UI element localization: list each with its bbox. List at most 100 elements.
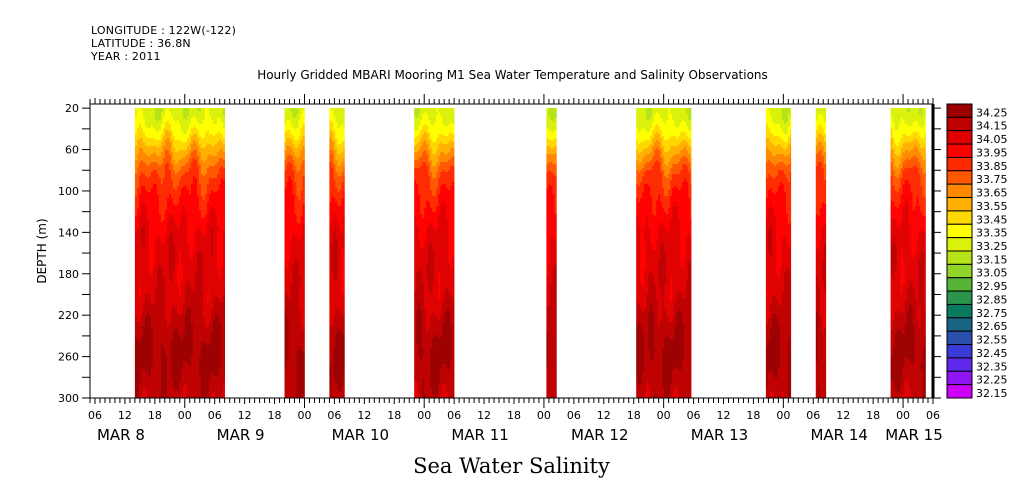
salinity-cell: [200, 276, 204, 279]
salinity-cell: [158, 270, 162, 273]
salinity-cell: [154, 186, 158, 189]
salinity-cell: [134, 192, 138, 195]
salinity-cell: [150, 380, 154, 383]
salinity-cell: [170, 380, 174, 383]
salinity-cell: [140, 218, 144, 221]
salinity-cell: [162, 396, 166, 399]
salinity-cell: [134, 386, 138, 389]
salinity-cell: [142, 316, 146, 319]
salinity-cell: [180, 286, 184, 289]
salinity-cell: [162, 162, 166, 165]
salinity-cell: [182, 276, 186, 279]
salinity-cell: [184, 312, 188, 315]
salinity-cell: [160, 330, 164, 333]
salinity-cell: [184, 250, 188, 253]
salinity-cell: [176, 168, 180, 171]
salinity-cell: [156, 144, 160, 147]
salinity-cell: [150, 114, 154, 117]
salinity-cell: [198, 322, 202, 325]
salinity-cell: [162, 178, 166, 181]
salinity-cell: [166, 294, 170, 297]
salinity-cell: [158, 290, 162, 293]
salinity-cell: [152, 278, 156, 281]
salinity-cell: [150, 362, 154, 365]
salinity-cell: [180, 278, 184, 281]
salinity-cell: [166, 250, 170, 253]
salinity-cell: [192, 242, 196, 245]
salinity-cell: [196, 224, 200, 227]
salinity-cell: [136, 354, 140, 357]
salinity-cell: [202, 130, 206, 133]
salinity-cell: [142, 286, 146, 289]
salinity-cell: [146, 372, 150, 375]
salinity-cell: [162, 218, 166, 221]
observation-block: [134, 108, 225, 399]
salinity-cell: [146, 336, 150, 339]
salinity-cell: [182, 342, 186, 345]
salinity-cell: [170, 278, 174, 281]
salinity-cell: [162, 132, 166, 135]
salinity-cell: [178, 194, 182, 197]
salinity-cell: [192, 284, 196, 287]
salinity-cell: [140, 346, 144, 349]
salinity-cell: [158, 110, 162, 113]
salinity-cell: [202, 152, 206, 155]
salinity-cell: [192, 206, 196, 209]
salinity-cell: [140, 170, 144, 173]
salinity-cell: [176, 286, 180, 289]
salinity-cell: [144, 254, 148, 257]
salinity-cell: [180, 174, 184, 177]
salinity-cell: [174, 236, 178, 239]
salinity-cell: [172, 108, 176, 111]
salinity-cell: [174, 240, 178, 243]
salinity-cell: [158, 192, 162, 195]
salinity-cell: [188, 136, 192, 139]
salinity-cell: [196, 366, 200, 369]
salinity-cell: [150, 176, 154, 179]
salinity-cell: [146, 190, 150, 193]
salinity-cell: [162, 234, 166, 237]
salinity-cell: [138, 364, 142, 367]
salinity-cell: [182, 314, 186, 317]
salinity-cell: [196, 338, 200, 341]
salinity-cell: [146, 240, 150, 243]
salinity-cell: [170, 238, 174, 241]
salinity-cell: [190, 284, 194, 287]
salinity-cell: [166, 348, 170, 351]
salinity-cell: [146, 340, 150, 343]
salinity-cell: [152, 268, 156, 271]
salinity-cell: [164, 138, 168, 141]
salinity-cell: [172, 120, 176, 123]
salinity-cell: [170, 370, 174, 373]
salinity-cell: [154, 168, 158, 171]
salinity-cell: [140, 142, 144, 145]
salinity-cell: [152, 390, 156, 393]
salinity-cell: [180, 394, 184, 397]
salinity-cell: [150, 210, 154, 213]
salinity-cell: [134, 268, 138, 271]
salinity-cell: [186, 156, 190, 159]
salinity-cell: [158, 148, 162, 151]
salinity-cell: [196, 362, 200, 365]
salinity-cell: [154, 266, 158, 269]
salinity-cell: [186, 220, 190, 223]
salinity-cell: [160, 368, 164, 371]
salinity-cell: [180, 362, 184, 365]
salinity-cell: [144, 366, 148, 369]
salinity-cell: [182, 142, 186, 145]
salinity-cell: [162, 258, 166, 261]
salinity-cell: [160, 250, 164, 253]
salinity-cell: [154, 202, 158, 205]
salinity-cell: [200, 154, 204, 157]
salinity-cell: [164, 108, 168, 111]
salinity-cell: [172, 144, 176, 147]
salinity-cell: [176, 166, 180, 169]
salinity-cell: [184, 236, 188, 239]
salinity-cell: [194, 238, 198, 241]
salinity-cell: [184, 224, 188, 227]
salinity-cell: [146, 282, 150, 285]
salinity-cell: [196, 256, 200, 259]
salinity-cell: [192, 300, 196, 303]
salinity-cell: [178, 146, 182, 149]
salinity-cell: [192, 266, 196, 269]
